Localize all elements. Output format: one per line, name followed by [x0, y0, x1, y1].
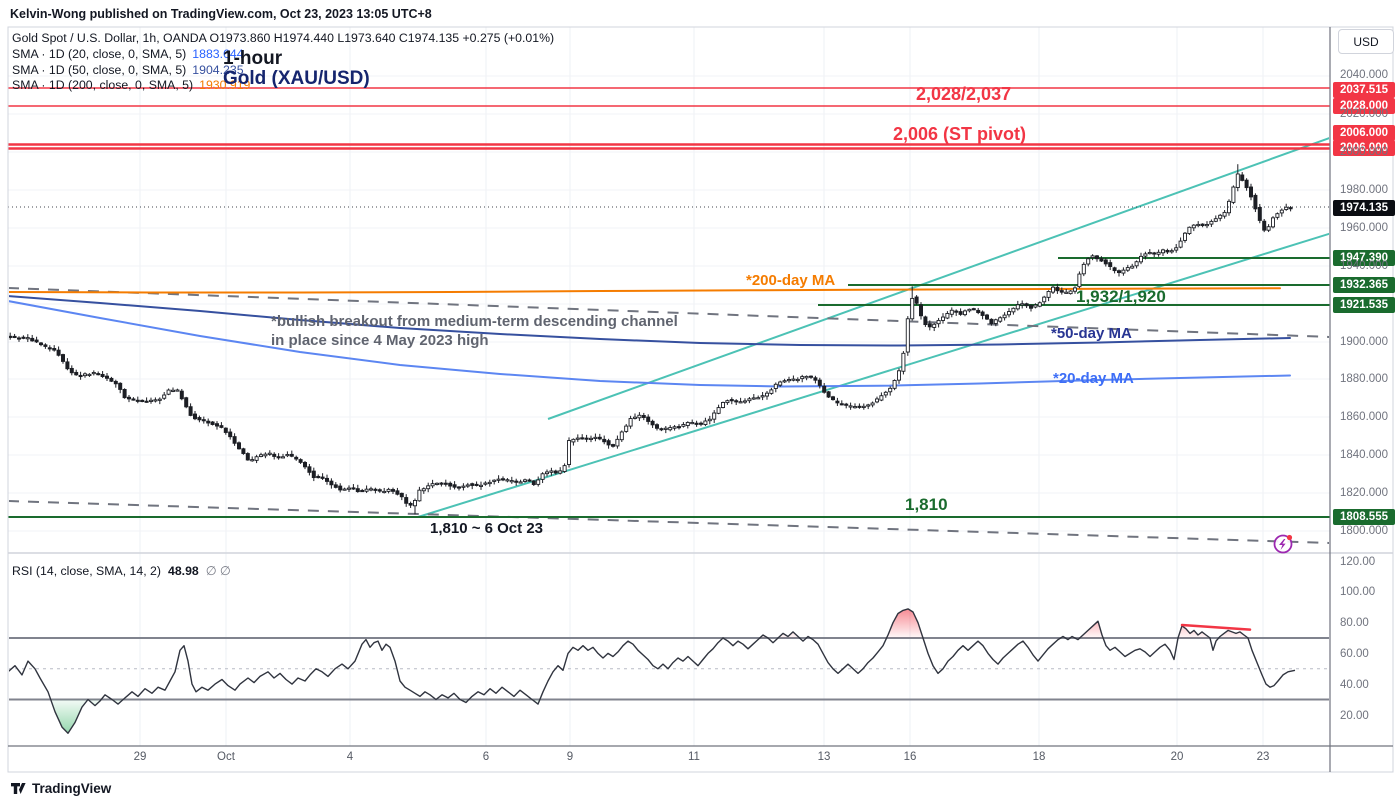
symbol-ohlc-row[interactable]: Gold Spot / U.S. Dollar, 1h, OANDA O1973…: [12, 31, 555, 45]
sma200-row[interactable]: SMA · 1D (200, close, 0, SMA, 5) 1930.919: [12, 78, 554, 94]
rsi-value: 48.98: [168, 564, 199, 578]
currency-scale-button[interactable]: USD: [1338, 29, 1394, 54]
sma50-row[interactable]: SMA · 1D (50, close, 0, SMA, 5) 1904.235: [12, 63, 554, 79]
flash-alert-icon[interactable]: [1273, 534, 1293, 554]
sma200-label: SMA · 1D (200, close, 0, SMA, 5): [12, 78, 194, 93]
sma20-row[interactable]: SMA · 1D (20, close, 0, SMA, 5) 1883.644: [12, 47, 554, 63]
sma50-label: SMA · 1D (50, close, 0, SMA, 5): [12, 62, 187, 77]
currency-scale-label: USD: [1353, 34, 1379, 49]
rsi-label: RSI (14, close, SMA, 14, 2): [12, 564, 161, 578]
tradingview-logo[interactable]: TradingView: [10, 780, 111, 797]
sma50-value: 1904.235: [192, 62, 244, 77]
sma200-value: 1930.919: [199, 78, 251, 93]
rsi-null-values: ∅ ∅: [205, 564, 231, 578]
published-byline: Kelvin-Wong published on TradingView.com…: [10, 7, 432, 21]
tradingview-logo-text: TradingView: [32, 781, 112, 796]
tradingview-logo-icon: [11, 783, 26, 794]
sma20-label: SMA · 1D (20, close, 0, SMA, 5): [12, 46, 187, 61]
rsi-legend[interactable]: RSI (14, close, SMA, 14, 2) 48.98 ∅ ∅: [12, 564, 231, 578]
sma20-value: 1883.644: [192, 46, 244, 61]
symbol-legend: Gold Spot / U.S. Dollar, 1h, OANDA O1973…: [12, 31, 554, 94]
